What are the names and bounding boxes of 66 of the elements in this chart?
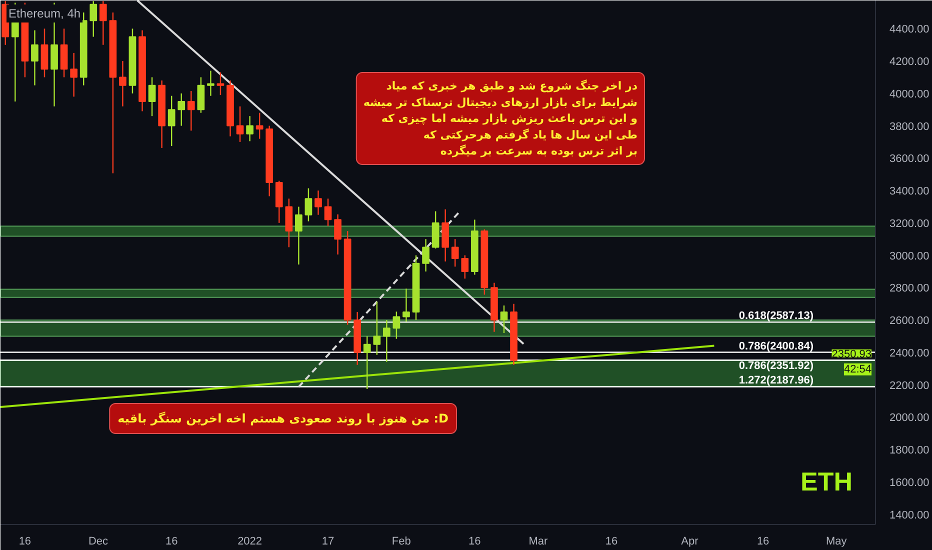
candlestick — [324, 198, 332, 227]
candlestick — [90, 0, 98, 38]
candlestick — [373, 300, 381, 356]
candlestick — [168, 95, 176, 147]
x-tick-label: 16 — [605, 536, 618, 548]
x-tick-label: 16 — [756, 536, 770, 548]
candlestick — [207, 70, 214, 96]
y-tick-label: 3600.00 — [890, 153, 930, 166]
candlestick — [382, 319, 390, 362]
candlestick — [314, 190, 322, 216]
y-tick-label: 1800.00 — [890, 444, 930, 457]
ref-line-label: 0.618(2587.13) — [738, 310, 814, 322]
candlestick — [246, 115, 254, 142]
candlestick — [256, 112, 264, 140]
candlestick — [236, 106, 244, 143]
ref-line-label: 0.786(2351.92) — [738, 360, 814, 372]
x-tick-label: 17 — [322, 536, 334, 548]
y-tick-label: 4200.00 — [890, 56, 930, 68]
x-tick-label: 16 — [468, 536, 481, 548]
y-tick-label: 2400.00 — [890, 347, 930, 360]
annotation: ETH — [800, 466, 852, 496]
candlestick — [451, 238, 459, 268]
y-tick-label: 4000.00 — [890, 88, 930, 100]
candlestick — [119, 60, 126, 107]
annotation: من هنوز با روند صعودی هستم اخه اخرین سنگر باقیه :D — [118, 412, 449, 426]
candlestick — [422, 238, 430, 272]
candlestick — [70, 52, 78, 98]
x-tick-label: 16 — [18, 536, 32, 548]
y-tick-label: 2000.00 — [890, 412, 930, 424]
ref-line-label: 0.786(2400.84) — [738, 340, 814, 352]
y-tick-label: 3000.00 — [890, 250, 930, 262]
text: Ethereum, 4h — [8, 6, 81, 20]
annotation: در اخر جنگ شروع شد و طبق هر خبری که میاد شرایط برای بازار ارزهای دیجیتال ترسناک تر میشه و این ترس باعث ریزش بازار میشه اما چیزی که طی این سال ها یاد گرفتم هرحرکتی که بر اثر ترس بوده به سرعت بر میگرده — [363, 80, 638, 158]
y-tick-label: 1400.00 — [890, 509, 930, 522]
candlestick — [295, 206, 302, 266]
x-tick-label: Feb — [392, 536, 411, 548]
x-tick-label: May — [826, 536, 848, 548]
candlestick — [363, 336, 371, 390]
candlestick — [334, 214, 342, 256]
candlestick — [148, 76, 156, 117]
y-tick-label: 3200.00 — [890, 218, 930, 230]
candlestick — [216, 72, 224, 96]
x-tick-label: Dec — [88, 536, 109, 548]
candlestick — [402, 288, 410, 322]
y-tick-label: 2800.00 — [890, 282, 930, 295]
candlestick — [31, 30, 38, 86]
candlestick — [500, 304, 508, 334]
y-tick-label: 1600.00 — [890, 476, 930, 489]
candlestick — [461, 254, 469, 280]
y-tick-label: 3800.00 — [890, 120, 930, 133]
candlestick — [392, 311, 400, 340]
x-tick-label: Mar — [528, 536, 548, 548]
x-tick-label: Apr — [681, 536, 699, 548]
candlestick — [187, 90, 195, 132]
candlestick — [178, 92, 186, 126]
x-tick-label: 2022 — [238, 536, 262, 548]
y-tick-label: 2600.00 — [890, 315, 930, 328]
y-tick-label: 4400.00 — [890, 24, 930, 36]
y-tick-label: 3400.00 — [890, 186, 930, 198]
ref-line-label: 1.272(2187.96) — [738, 374, 814, 387]
y-tick-label: 2200.00 — [890, 380, 930, 392]
annotation: 2350.93 — [832, 348, 872, 360]
candlestick — [99, 0, 107, 46]
x-tick-label: 16 — [165, 536, 178, 548]
annotation: 42:54 — [844, 363, 872, 376]
candlestick — [304, 188, 312, 222]
